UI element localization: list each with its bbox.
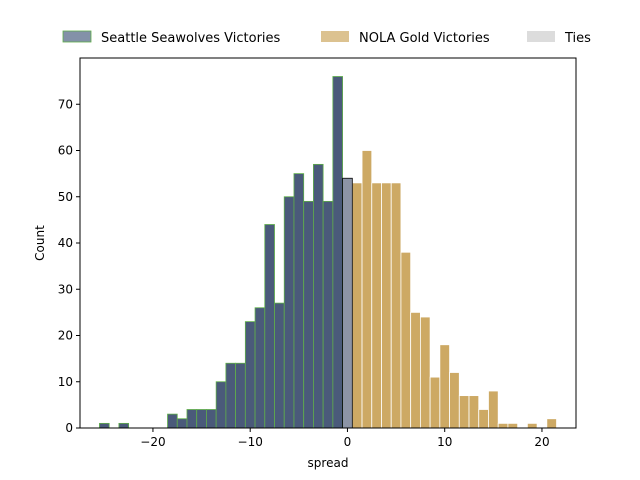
bar-series-1-x-2 [361, 150, 373, 429]
bar-series-1-x-9 [429, 376, 441, 429]
bar-series-0-x--6 [283, 196, 295, 429]
bar-series-0-x--13 [215, 381, 227, 429]
y-tick-label: 20 [58, 329, 73, 343]
y-axis: 0 10 20 30 40 50 60 70 [58, 97, 80, 435]
x-tick-label: 20 [534, 435, 549, 449]
bar-series-1-x-19 [526, 422, 538, 429]
legend-entry-1: NOLA Gold Victories [321, 31, 490, 46]
legend-entry-2: Ties [527, 31, 591, 46]
bar-series-2-x-0 [342, 177, 353, 429]
y-tick-label: 40 [58, 236, 73, 250]
bar-series-1-x-11 [449, 372, 460, 429]
y-tick-label: 10 [58, 375, 73, 389]
x-axis: −20 −10 0 10 20 [140, 428, 550, 449]
bar-series-1-x-17 [507, 422, 519, 429]
legend-entry-0: Seattle Seawolves Victories [62, 30, 281, 46]
bar-series-0-x--23 [118, 422, 130, 429]
x-axis-label: spread [308, 456, 349, 470]
bar-series-0-x--7 [274, 302, 285, 429]
y-tick-label: 70 [58, 97, 73, 111]
bar-series-0-x--17 [176, 418, 188, 429]
bar-series-0-x--12 [225, 362, 237, 429]
bar-series-1-x-1 [351, 182, 363, 429]
bar-series-0-x--5 [293, 173, 305, 429]
bar-series-1-x-14 [478, 409, 489, 429]
x-tick-label: −10 [238, 435, 263, 449]
legend-label: NOLA Gold Victories [359, 31, 490, 46]
bar-series-0-x--4 [303, 200, 314, 429]
bar-series-1-x-5 [390, 182, 402, 429]
x-tick-label: 10 [437, 435, 452, 449]
bar-series-0-x--16 [186, 409, 198, 429]
legend: Seattle Seawolves Victories NOLA Gold Vic… [62, 30, 591, 46]
y-axis-label: Count [33, 225, 47, 261]
legend-swatch [62, 30, 92, 43]
bar-series-0-x--14 [206, 409, 217, 429]
x-tick-label: −20 [140, 435, 165, 449]
bar-series-0-x--3 [313, 163, 324, 429]
x-tick-label: 0 [344, 435, 352, 449]
y-tick-label: 0 [65, 421, 73, 435]
y-tick-label: 60 [58, 144, 73, 158]
bar-series-1-x-21 [546, 418, 557, 429]
bar-series-0-x--2 [322, 200, 334, 429]
bar-series-1-x-4 [381, 182, 392, 429]
legend-swatch [527, 31, 555, 42]
bar-series-1-x-13 [468, 395, 480, 429]
y-tick-label: 30 [58, 282, 73, 296]
legend-label: Ties [564, 31, 591, 46]
bar-series-0-x--8 [264, 224, 275, 429]
bar-series-0-x--18 [167, 413, 178, 429]
bar-series-0-x--9 [254, 307, 266, 429]
bar-series-1-x-6 [400, 251, 412, 429]
y-tick-label: 50 [58, 190, 73, 204]
bar-series-0-x--25 [99, 422, 110, 429]
bar-series-0-x--11 [235, 362, 246, 429]
bar-series-1-x-16 [497, 422, 509, 429]
legend-label: Seattle Seawolves Victories [101, 31, 281, 46]
bar-series-1-x-10 [439, 344, 450, 429]
bar-series-1-x-8 [419, 316, 431, 429]
bar-series-1-x-7 [410, 311, 421, 429]
legend-swatch [321, 31, 349, 42]
bar-series-0-x--10 [244, 321, 256, 429]
bar-series-1-x-12 [458, 395, 470, 429]
bar-series-1-x-15 [488, 390, 499, 429]
bar-series-0-x--1 [332, 76, 343, 429]
bar-series-0-x--15 [196, 409, 207, 429]
bar-series-1-x-3 [371, 182, 382, 429]
bars [99, 76, 557, 429]
